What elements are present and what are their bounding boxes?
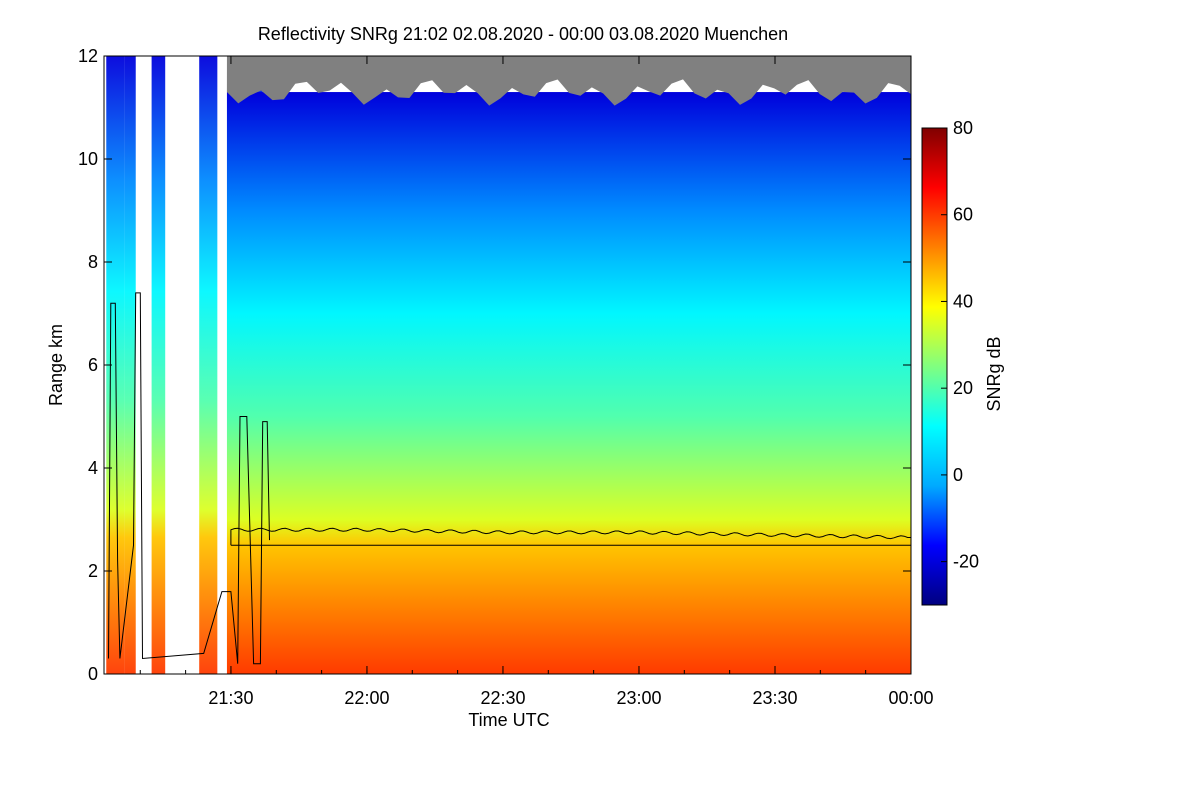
x-tick-label: 22:30	[480, 688, 525, 708]
x-tick-label: 23:30	[752, 688, 797, 708]
y-tick-label: 4	[88, 458, 98, 478]
y-tick-label: 6	[88, 355, 98, 375]
x-tick-label: 22:00	[344, 688, 389, 708]
colorbar-tick-label: 0	[953, 465, 963, 485]
chart-title: Reflectivity SNRg 21:02 02.08.2020 - 00:…	[258, 24, 788, 44]
data-strip	[106, 56, 125, 674]
y-tick-label: 8	[88, 252, 98, 272]
y-tick-label: 0	[88, 664, 98, 684]
x-axis-label: Time UTC	[468, 710, 549, 730]
y-tick-label: 10	[78, 149, 98, 169]
colorbar-ticks: -20 0 20 40 60 80	[941, 118, 979, 572]
data-strip	[199, 56, 218, 674]
colorbar-label: SNRg dB	[984, 336, 1004, 411]
y-tick-label: 12	[78, 46, 98, 66]
data-strip	[151, 56, 166, 674]
colorbar-tick-label: 60	[953, 205, 973, 225]
colorbar-tick-label: 40	[953, 291, 973, 311]
y-axis: 0 2 4 6 8 10 12	[78, 46, 911, 684]
y-tick-label: 2	[88, 561, 98, 581]
colorbar-tick-label: 20	[953, 378, 973, 398]
x-tick-label: 21:30	[208, 688, 253, 708]
snr-field	[226, 92, 911, 674]
colorbar-tick-label: -20	[953, 552, 979, 572]
plot-area	[104, 56, 911, 674]
x-tick-label: 00:00	[888, 688, 933, 708]
x-axis: 21:30 22:00 22:30 23:00 23:30 00:00	[139, 56, 934, 708]
colorbar-tick-label: 80	[953, 118, 973, 138]
x-tick-label: 23:00	[616, 688, 661, 708]
no-signal-region	[226, 56, 911, 106]
data-strip	[124, 56, 136, 674]
melting-layer-line	[230, 527, 911, 546]
y-axis-label: Range km	[46, 324, 66, 406]
colorbar	[921, 127, 948, 606]
early-detection-line	[108, 292, 270, 665]
